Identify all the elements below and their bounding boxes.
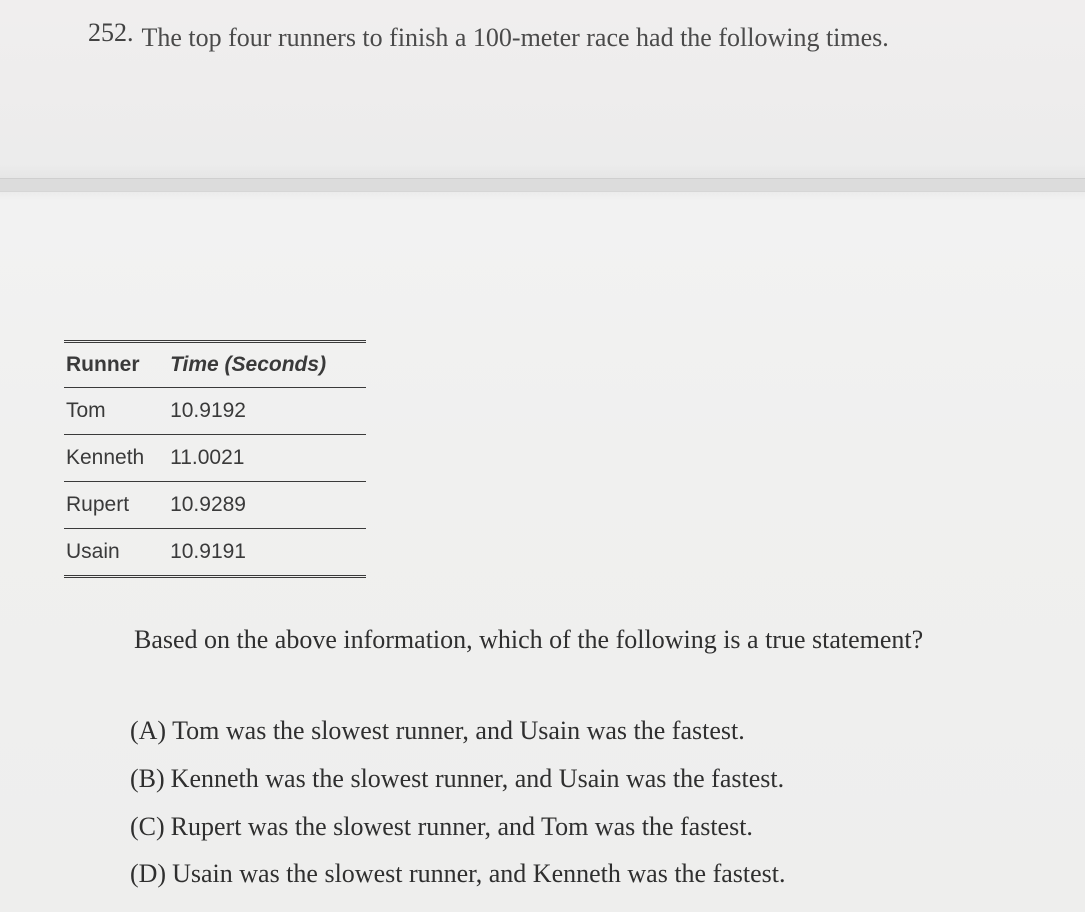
- choice-label: (A): [130, 714, 166, 748]
- page-break-divider: [0, 178, 1085, 192]
- runner-table-container: Runner Time (Seconds) Tom 10.9192 Kennet…: [64, 340, 366, 578]
- question-number: 252.: [88, 18, 134, 48]
- cell-time: 11.0021: [168, 435, 366, 482]
- choice-text: Kenneth was the slowest runner, and Usai…: [171, 762, 784, 796]
- choice-label: (C): [130, 810, 165, 844]
- table-row: Tom 10.9192: [64, 388, 366, 435]
- choice-label: (B): [130, 762, 165, 796]
- choice-text: Rupert was the slowest runner, and Tom w…: [171, 810, 753, 844]
- cell-runner: Tom: [64, 388, 168, 435]
- choice-b: (B) Kenneth was the slowest runner, and …: [130, 762, 1025, 796]
- cell-runner: Usain: [64, 529, 168, 577]
- table-row: Kenneth 11.0021: [64, 435, 366, 482]
- answer-choices: (A) Tom was the slowest runner, and Usai…: [130, 714, 1025, 905]
- table-header-time: Time (Seconds): [168, 342, 366, 388]
- choice-a: (A) Tom was the slowest runner, and Usai…: [130, 714, 1025, 748]
- cell-runner: Rupert: [64, 482, 168, 529]
- cell-time: 10.9191: [168, 529, 366, 577]
- cell-runner: Kenneth: [64, 435, 168, 482]
- question-header: 252. The top four runners to finish a 10…: [88, 18, 1025, 57]
- question-text: The top four runners to finish a 100-met…: [142, 18, 889, 57]
- choice-text: Tom was the slowest runner, and Usain wa…: [172, 714, 745, 748]
- cell-time: 10.9192: [168, 388, 366, 435]
- table-row: Usain 10.9191: [64, 529, 366, 577]
- choice-d: (D) Usain was the slowest runner, and Ke…: [130, 857, 1025, 891]
- choice-text: Usain was the slowest runner, and Kennet…: [172, 857, 785, 891]
- choice-label: (D): [130, 857, 166, 891]
- table-header-runner: Runner: [64, 342, 168, 388]
- runner-table: Runner Time (Seconds) Tom 10.9192 Kennet…: [64, 340, 366, 578]
- table-header-row: Runner Time (Seconds): [64, 342, 366, 388]
- choice-c: (C) Rupert was the slowest runner, and T…: [130, 810, 1025, 844]
- cell-time: 10.9289: [168, 482, 366, 529]
- sub-question-text: Based on the above information, which of…: [134, 620, 1025, 660]
- table-row: Rupert 10.9289: [64, 482, 366, 529]
